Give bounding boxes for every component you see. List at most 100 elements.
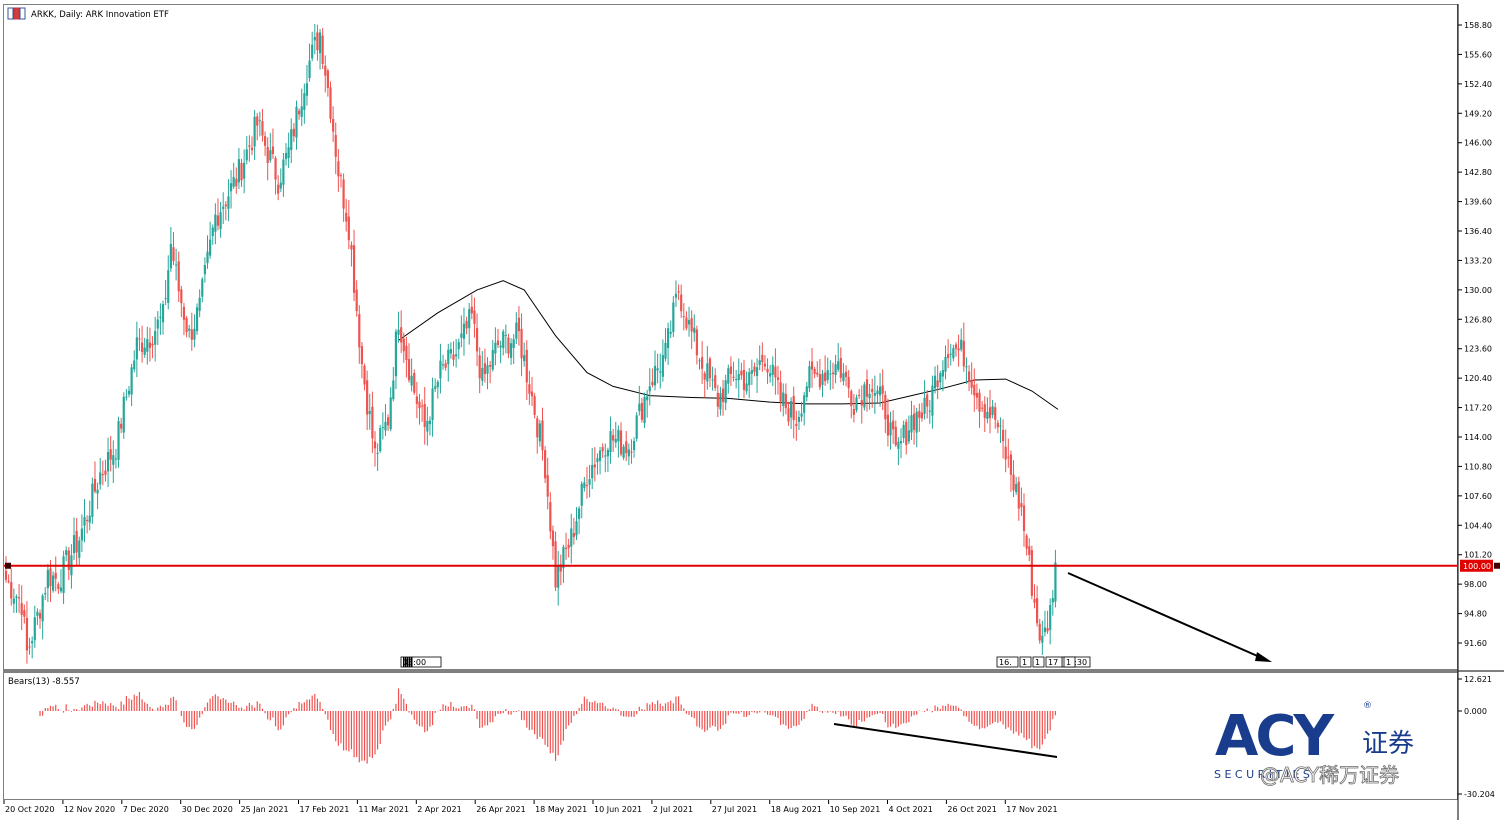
candle xyxy=(52,571,55,593)
chart-menu-icon[interactable] xyxy=(7,7,14,20)
candle-body xyxy=(38,613,42,619)
bears-trendline[interactable] xyxy=(833,723,1058,758)
candle xyxy=(384,404,387,437)
candle-body xyxy=(910,415,913,433)
candle-body xyxy=(758,360,761,366)
horizontal-level[interactable]: 100.00 xyxy=(4,559,1500,572)
candle-body xyxy=(954,344,958,349)
candle-body xyxy=(117,421,120,460)
candle-body xyxy=(564,547,568,550)
candle-body xyxy=(120,423,123,429)
candle-body xyxy=(627,449,630,457)
chart-type-icon[interactable] xyxy=(13,7,20,20)
candle xyxy=(342,173,345,222)
candle-body xyxy=(17,597,21,599)
candle xyxy=(774,348,777,395)
candle xyxy=(195,303,199,335)
candle xyxy=(332,106,335,143)
candle xyxy=(952,344,955,362)
candle-body xyxy=(143,347,146,355)
candle-body xyxy=(44,593,47,595)
candle-body xyxy=(839,357,842,378)
candle-body xyxy=(321,35,324,64)
candle-body xyxy=(680,294,683,312)
level-handle-left[interactable] xyxy=(5,562,11,569)
candle-body xyxy=(91,483,94,517)
bears-tick-label: 0.000 xyxy=(1464,707,1487,716)
candle xyxy=(303,83,306,124)
candle xyxy=(706,346,709,390)
candle-body xyxy=(1051,598,1054,603)
candle-body xyxy=(167,270,170,303)
candle xyxy=(455,339,458,368)
candle xyxy=(140,325,144,363)
candle-body xyxy=(732,376,735,378)
candle xyxy=(918,403,921,432)
candle xyxy=(732,361,735,382)
candle-body xyxy=(237,159,241,183)
candle xyxy=(533,393,536,419)
candle xyxy=(622,444,625,461)
candle xyxy=(72,517,76,561)
candle xyxy=(1030,545,1033,600)
candle-body xyxy=(279,182,282,189)
candle-body xyxy=(15,596,18,599)
candle-body xyxy=(614,438,617,443)
bears-power-histogram xyxy=(39,688,1057,764)
candle-body xyxy=(1041,635,1044,643)
candle-body xyxy=(93,478,97,492)
candle-body xyxy=(261,121,264,136)
ma-line xyxy=(398,280,1059,410)
candle-body xyxy=(986,411,989,419)
candle xyxy=(127,385,131,398)
candle xyxy=(271,128,275,159)
candle-body xyxy=(947,354,950,359)
candle xyxy=(517,306,521,346)
candle-body xyxy=(596,458,599,463)
candle xyxy=(169,226,172,272)
candle-body xyxy=(287,147,290,158)
time-tick-label: 7 Dec 2020 xyxy=(123,805,169,814)
candle-body xyxy=(886,414,890,436)
marker-text: 1 xyxy=(1035,658,1040,667)
candle xyxy=(837,343,840,372)
candle-body xyxy=(745,383,748,392)
candle-body xyxy=(763,363,767,367)
level-handle-right[interactable] xyxy=(1494,562,1500,569)
candle-body xyxy=(737,374,740,381)
candle xyxy=(363,363,366,391)
candle-body xyxy=(507,337,510,354)
candle xyxy=(347,200,350,250)
candle-body xyxy=(551,530,555,547)
candle xyxy=(813,366,816,379)
candle xyxy=(667,322,670,365)
marker-text: 1 xyxy=(1066,658,1071,667)
candle xyxy=(339,172,343,188)
candle-body xyxy=(502,331,505,348)
candle-body xyxy=(227,196,230,209)
candle-body xyxy=(62,556,65,593)
candle-body xyxy=(698,360,701,362)
candle-body xyxy=(125,396,128,398)
candle-body xyxy=(837,361,840,370)
candle-body xyxy=(771,364,774,375)
candle-body xyxy=(109,449,112,460)
candle xyxy=(25,601,29,664)
candle-body xyxy=(313,36,316,41)
candle-body xyxy=(229,183,233,192)
candle xyxy=(957,334,960,367)
timeframe-icon[interactable] xyxy=(19,7,26,20)
candle xyxy=(1004,429,1007,473)
candle-body xyxy=(949,353,952,355)
candle xyxy=(470,294,473,320)
candle xyxy=(583,477,586,492)
candle-body xyxy=(915,411,918,433)
candle-body xyxy=(622,446,625,458)
candle-body xyxy=(462,323,466,339)
candle-body xyxy=(821,373,824,385)
down-arrow-annotation[interactable] xyxy=(1067,572,1272,662)
candle-body xyxy=(525,349,528,383)
candle-body xyxy=(337,161,340,177)
candle xyxy=(298,108,301,120)
candle-body xyxy=(224,204,227,207)
